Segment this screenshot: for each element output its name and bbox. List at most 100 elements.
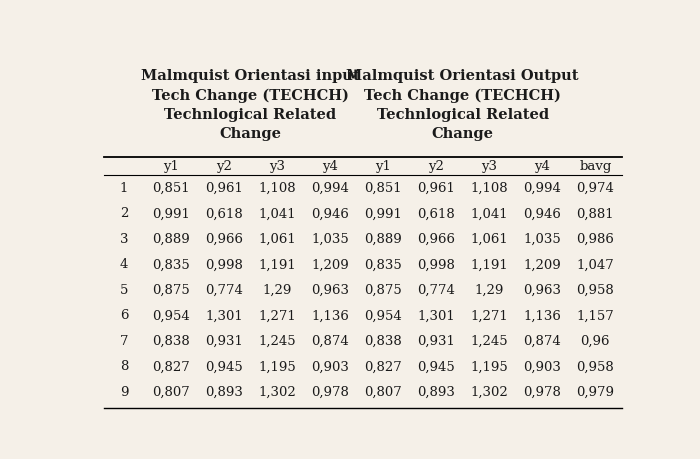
Text: 0,618: 0,618 [417, 207, 455, 220]
Text: 1,108: 1,108 [470, 181, 508, 195]
Text: 0,958: 0,958 [577, 283, 614, 296]
Text: 0,961: 0,961 [205, 181, 243, 195]
Text: 6: 6 [120, 309, 128, 322]
Text: 0,889: 0,889 [152, 232, 190, 246]
Text: 1,195: 1,195 [258, 359, 296, 373]
Text: 0,958: 0,958 [577, 359, 614, 373]
Text: 1,191: 1,191 [470, 258, 508, 271]
Text: 0,931: 0,931 [205, 334, 243, 347]
Text: 0,966: 0,966 [205, 232, 243, 246]
Text: 1,209: 1,209 [524, 258, 561, 271]
Text: 0,903: 0,903 [311, 359, 349, 373]
Text: 0,838: 0,838 [152, 334, 190, 347]
Text: 1,136: 1,136 [524, 309, 561, 322]
Text: 1: 1 [120, 181, 128, 195]
Text: 0,991: 0,991 [364, 207, 402, 220]
Text: 0,827: 0,827 [152, 359, 190, 373]
Text: 0,889: 0,889 [364, 232, 402, 246]
Text: 5: 5 [120, 283, 128, 296]
Text: y1: y1 [375, 160, 391, 173]
Text: 1,108: 1,108 [258, 181, 296, 195]
Text: 1,136: 1,136 [311, 309, 349, 322]
Text: 8: 8 [120, 359, 128, 373]
Text: 0,978: 0,978 [311, 385, 349, 398]
Text: 1,29: 1,29 [262, 283, 292, 296]
Text: 0,96: 0,96 [580, 334, 610, 347]
Text: 0,807: 0,807 [364, 385, 402, 398]
Text: 1,061: 1,061 [470, 232, 508, 246]
Text: 0,827: 0,827 [364, 359, 402, 373]
Text: 0,961: 0,961 [417, 181, 455, 195]
Text: 3: 3 [120, 232, 128, 246]
Text: 0,998: 0,998 [205, 258, 243, 271]
Text: 0,903: 0,903 [524, 359, 561, 373]
Text: 0,835: 0,835 [364, 258, 402, 271]
Text: 7: 7 [120, 334, 128, 347]
Text: 0,963: 0,963 [311, 283, 349, 296]
Text: 1,271: 1,271 [258, 309, 296, 322]
Text: 0,618: 0,618 [205, 207, 243, 220]
Text: y4: y4 [322, 160, 338, 173]
Text: y2: y2 [428, 160, 444, 173]
Text: 1,209: 1,209 [312, 258, 349, 271]
Text: 1,035: 1,035 [312, 232, 349, 246]
Text: 0,774: 0,774 [205, 283, 243, 296]
Text: 1,195: 1,195 [470, 359, 508, 373]
Text: 0,875: 0,875 [364, 283, 402, 296]
Text: 0,893: 0,893 [205, 385, 243, 398]
Text: 0,946: 0,946 [311, 207, 349, 220]
Text: 0,954: 0,954 [364, 309, 402, 322]
Text: 0,874: 0,874 [524, 334, 561, 347]
Text: 1,302: 1,302 [258, 385, 296, 398]
Text: 0,851: 0,851 [152, 181, 190, 195]
Text: 1,047: 1,047 [577, 258, 614, 271]
Text: 1,041: 1,041 [258, 207, 296, 220]
Text: Malmquist Orientasi Output
Tech Change (TECHCH)
Technlogical Related
Change: Malmquist Orientasi Output Tech Change (… [346, 69, 579, 140]
Text: 1,035: 1,035 [524, 232, 561, 246]
Text: 0,945: 0,945 [417, 359, 455, 373]
Text: 0,979: 0,979 [576, 385, 615, 398]
Text: 0,998: 0,998 [417, 258, 455, 271]
Text: y1: y1 [163, 160, 179, 173]
Text: y3: y3 [481, 160, 497, 173]
Text: 9: 9 [120, 385, 128, 398]
Text: 1,061: 1,061 [258, 232, 296, 246]
Text: 4: 4 [120, 258, 128, 271]
Text: 0,874: 0,874 [312, 334, 349, 347]
Text: 0,946: 0,946 [524, 207, 561, 220]
Text: 0,851: 0,851 [364, 181, 402, 195]
Text: 0,966: 0,966 [417, 232, 455, 246]
Text: 1,301: 1,301 [205, 309, 243, 322]
Text: 0,774: 0,774 [417, 283, 455, 296]
Text: 0,893: 0,893 [417, 385, 455, 398]
Text: 0,994: 0,994 [524, 181, 561, 195]
Text: 0,986: 0,986 [576, 232, 615, 246]
Text: 1,302: 1,302 [470, 385, 508, 398]
Text: Malmquist Orientasi input
Tech Change (TECHCH)
Technlogical Related
Change: Malmquist Orientasi input Tech Change (T… [141, 69, 360, 140]
Text: 1,191: 1,191 [258, 258, 296, 271]
Text: 1,301: 1,301 [417, 309, 455, 322]
Text: 0,954: 0,954 [152, 309, 190, 322]
Text: 0,881: 0,881 [577, 207, 614, 220]
Text: 0,835: 0,835 [152, 258, 190, 271]
Text: 0,978: 0,978 [524, 385, 561, 398]
Text: 0,838: 0,838 [364, 334, 402, 347]
Text: 1,245: 1,245 [258, 334, 296, 347]
Text: 0,807: 0,807 [152, 385, 190, 398]
Text: 1,245: 1,245 [470, 334, 508, 347]
Text: 0,945: 0,945 [205, 359, 243, 373]
Text: y3: y3 [269, 160, 285, 173]
Text: 0,931: 0,931 [417, 334, 455, 347]
Text: 0,994: 0,994 [311, 181, 349, 195]
Text: 0,991: 0,991 [152, 207, 190, 220]
Text: 0,974: 0,974 [576, 181, 615, 195]
Text: 1,271: 1,271 [470, 309, 508, 322]
Text: 1,157: 1,157 [577, 309, 614, 322]
Text: 0,875: 0,875 [152, 283, 190, 296]
Text: y4: y4 [534, 160, 550, 173]
Text: bavg: bavg [579, 160, 612, 173]
Text: 2: 2 [120, 207, 128, 220]
Text: 1,041: 1,041 [470, 207, 508, 220]
Text: y2: y2 [216, 160, 232, 173]
Text: 0,963: 0,963 [524, 283, 561, 296]
